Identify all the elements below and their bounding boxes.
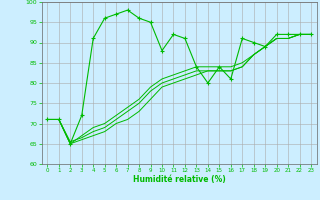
X-axis label: Humidité relative (%): Humidité relative (%)	[133, 175, 226, 184]
